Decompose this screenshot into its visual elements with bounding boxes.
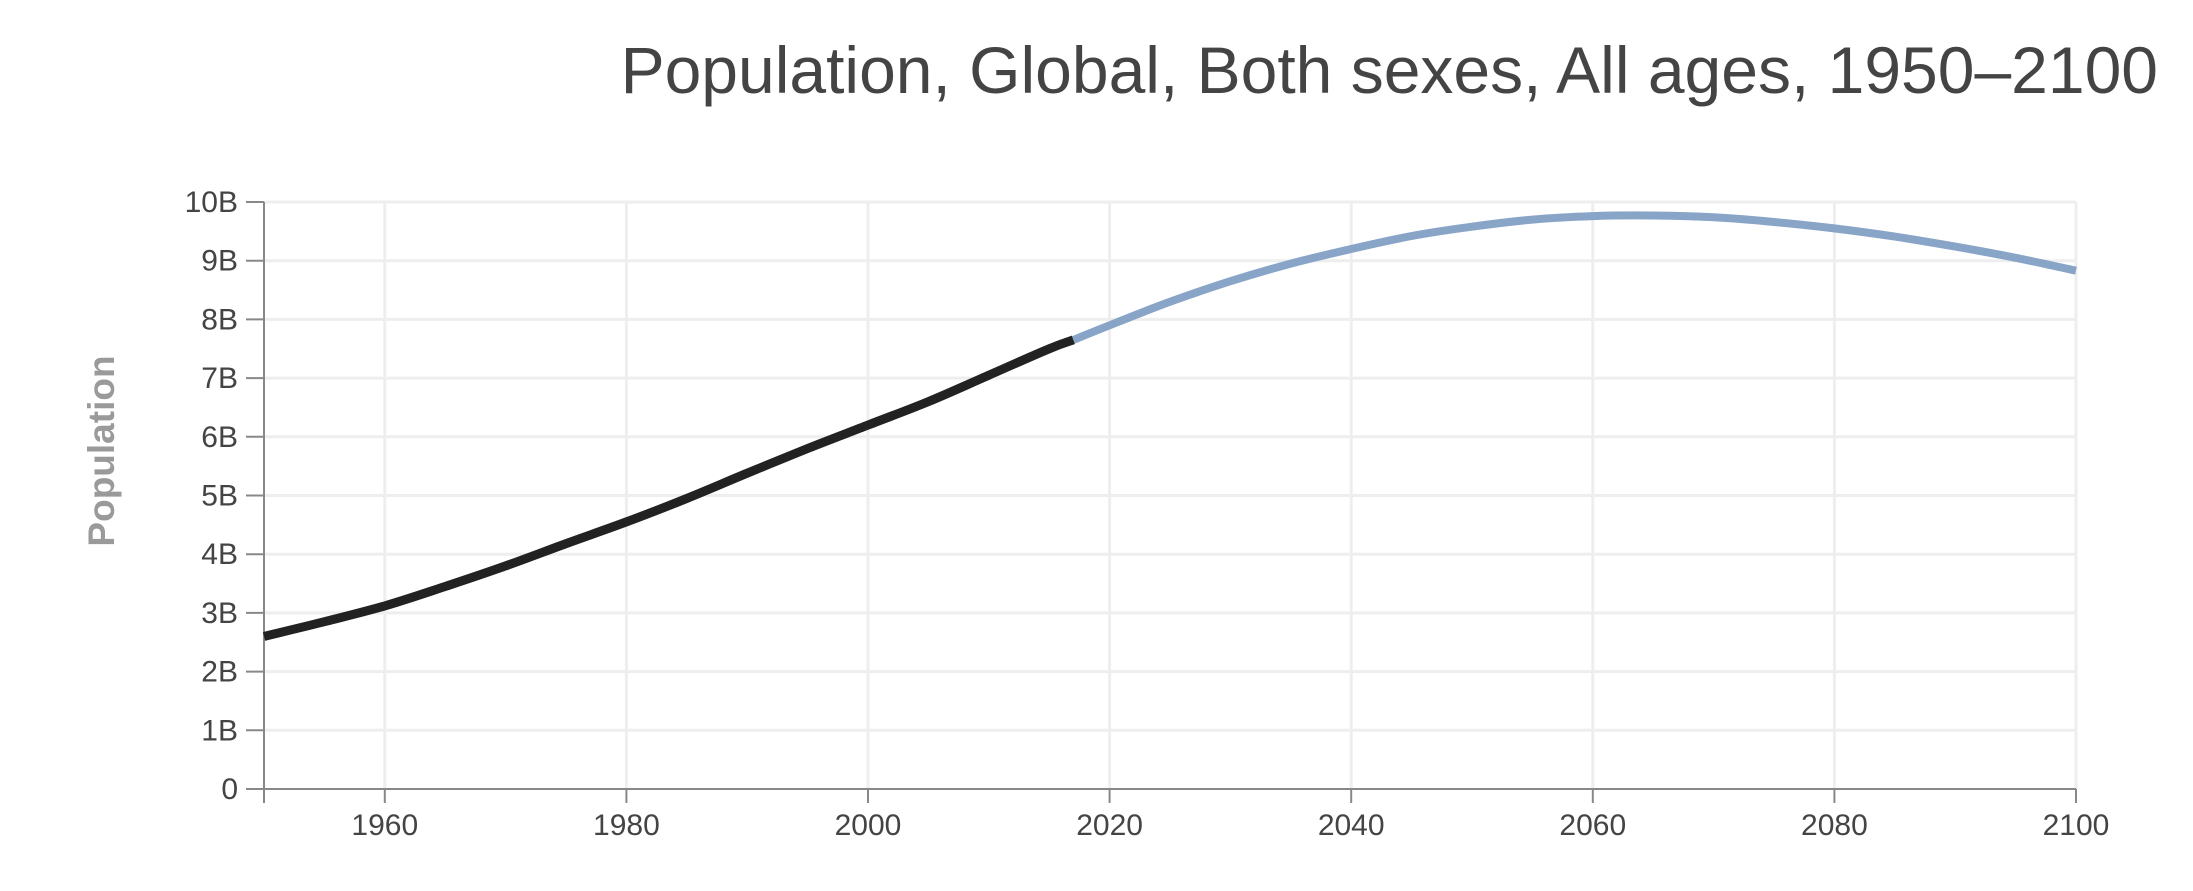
y-tick-label: 6B (201, 421, 238, 454)
x-tick-label: 1980 (593, 809, 660, 842)
y-tick-label: 5B (201, 480, 238, 513)
y-tick-label: 4B (201, 538, 238, 571)
x-tick-label: 2040 (1318, 809, 1385, 842)
tick-labels: 0 1B 2B 3B 4B 5B 6B 7B 8B 9B 10B 1960 1980 2000 2020 20… (185, 186, 2110, 842)
chart-title: Population, Global, Both sexes, All ages… (621, 33, 2158, 107)
y-tick-label: 8B (201, 303, 238, 336)
series-line-projections (1071, 211, 2077, 344)
grid (264, 200, 2078, 789)
axes (246, 201, 2077, 803)
y-tick-label: 1B (201, 714, 238, 747)
y-tick-label: 10B (185, 186, 238, 219)
series-line-estimates (262, 335, 1075, 641)
y-tick-label: 9B (201, 245, 238, 278)
y-axis-label: Population (81, 355, 122, 546)
y-tick-label: 7B (201, 362, 238, 395)
x-tick-label: 2020 (1076, 809, 1143, 842)
y-tick-label: 0 (221, 773, 238, 806)
series-lines (262, 211, 2077, 641)
x-tick-label: 2100 (2043, 809, 2110, 842)
x-tick-label: 2080 (1801, 809, 1868, 842)
y-tick-label: 2B (201, 656, 238, 689)
x-tick-label: 2060 (1559, 809, 1626, 842)
x-tick-label: 2000 (835, 809, 902, 842)
x-tick-label: 1960 (351, 809, 418, 842)
y-tick-label: 3B (201, 597, 238, 630)
